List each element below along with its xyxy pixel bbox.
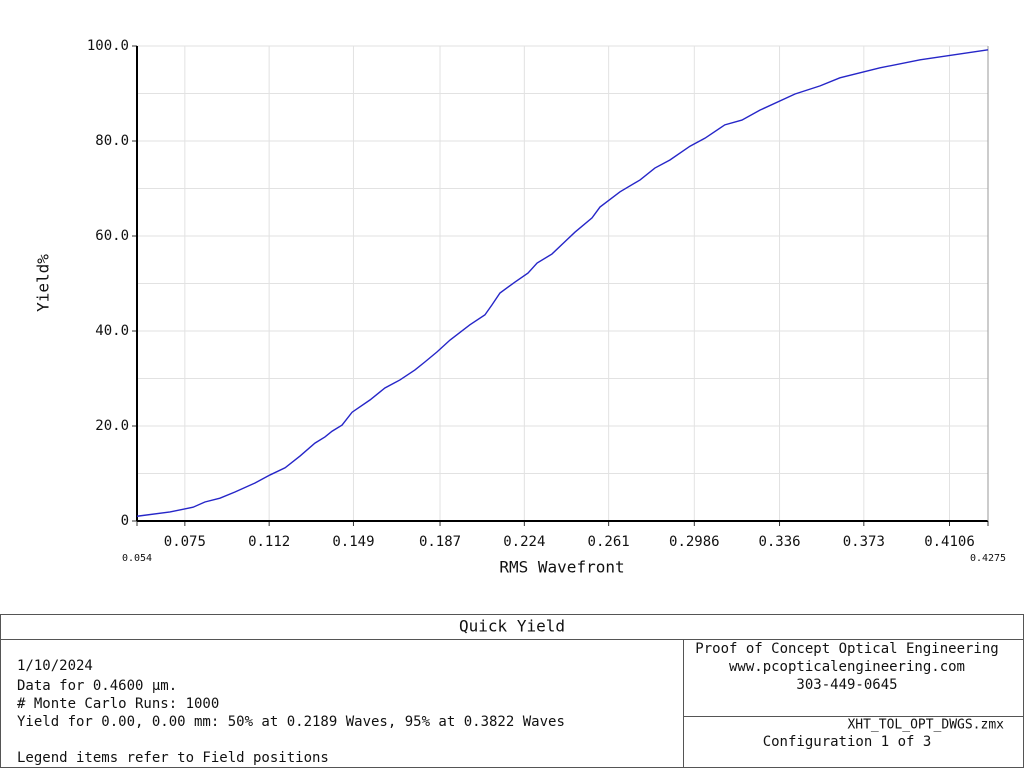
file-text: Configuration 1 of 3	[763, 734, 932, 750]
y-tick-label: 60.0	[95, 228, 129, 244]
y-tick-label: 0	[121, 513, 129, 529]
x-tick-label: 0.187	[419, 534, 461, 550]
x-tick-label: 0.373	[843, 534, 885, 550]
company-text: www.pcopticalengineering.com	[729, 659, 965, 675]
data-line	[136, 49, 989, 517]
x-tick-label: 0.149	[332, 534, 374, 550]
info-text: Legend items refer to Field positions	[17, 750, 329, 766]
company-text: 303-449-0645	[796, 677, 897, 693]
x-axis-label: RMS Wavefront	[499, 558, 624, 577]
info-text: # Monte Carlo Runs: 1000	[17, 696, 219, 712]
info-text: 1/10/2024	[17, 658, 93, 674]
info-title: Quick Yield	[459, 617, 565, 636]
company-text: Proof of Concept Optical Engineering	[695, 641, 998, 657]
y-tick-label: 100.0	[87, 38, 129, 54]
info-text: Data for 0.4600 µm.	[17, 678, 177, 694]
x-tick-label: 0.075	[164, 534, 206, 550]
file-text: XHT_TOL_OPT_DWGS.zmx	[847, 718, 1004, 733]
x-tick-label: 0.2986	[669, 534, 720, 550]
y-tick-label: 40.0	[95, 323, 129, 339]
y-tick-label: 80.0	[95, 133, 129, 149]
x-tick-label: 0.112	[248, 534, 290, 550]
x-tick-label: 0.336	[758, 534, 800, 550]
x-tick-label: 0.224	[503, 534, 545, 550]
x-tick-label: 0.4106	[924, 534, 975, 550]
x-tick-label: 0.261	[588, 534, 630, 550]
x-tick-label: 0.4275	[970, 553, 1006, 564]
y-axis-label: Yield%	[34, 254, 53, 312]
x-tick-label: 0.054	[122, 553, 152, 564]
y-tick-label: 20.0	[95, 418, 129, 434]
info-text: Yield for 0.00, 0.00 mm: 50% at 0.2189 W…	[17, 714, 565, 730]
